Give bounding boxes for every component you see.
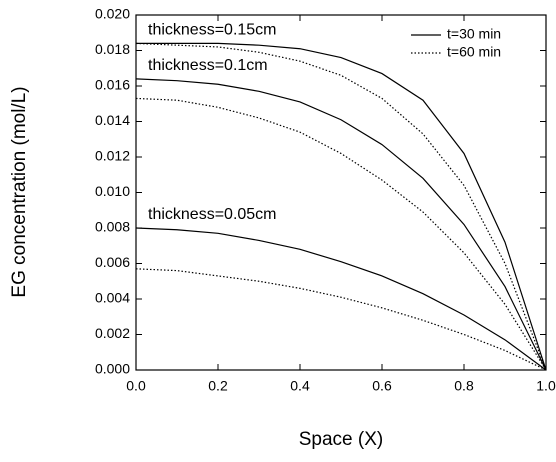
data-line: [136, 42, 547, 371]
x-tick-label: 0.0: [126, 378, 146, 394]
y-tick-label: 0.008: [95, 219, 130, 235]
data-line: [135, 97, 547, 371]
x-tick-label: 1.0: [536, 378, 556, 394]
x-tick-label: 0.8: [454, 378, 474, 394]
annotation: thickness=0.1cm: [148, 57, 268, 74]
annotation: thickness=0.05cm: [148, 206, 277, 223]
x-axis-label: Space (X): [299, 429, 383, 450]
data-line: [135, 268, 547, 371]
y-tick-label: 0.004: [95, 290, 130, 306]
annotation: thickness=0.15cm: [148, 22, 277, 39]
y-tick-label: 0.012: [95, 148, 130, 164]
x-tick-label: 0.2: [208, 378, 228, 394]
y-tick-label: 0.018: [95, 41, 130, 57]
y-tick-label: 0.002: [95, 325, 130, 341]
y-tick-label: 0.020: [95, 6, 130, 22]
y-tick-label: 0.000: [95, 361, 130, 377]
x-tick-label: 0.6: [372, 378, 392, 394]
x-tick-label: 0.4: [290, 378, 310, 394]
y-tick-label: 0.014: [95, 112, 130, 128]
legend-label: t=60 min: [447, 44, 501, 60]
y-tick-label: 0.006: [95, 254, 130, 270]
legend-label: t=30 min: [447, 26, 501, 42]
y-tick-label: 0.010: [95, 183, 130, 199]
y-axis-label: EG concentration (mol/L): [9, 86, 30, 297]
data-line: [135, 227, 547, 371]
data-line: [135, 78, 547, 371]
y-tick-label: 0.016: [95, 77, 130, 93]
